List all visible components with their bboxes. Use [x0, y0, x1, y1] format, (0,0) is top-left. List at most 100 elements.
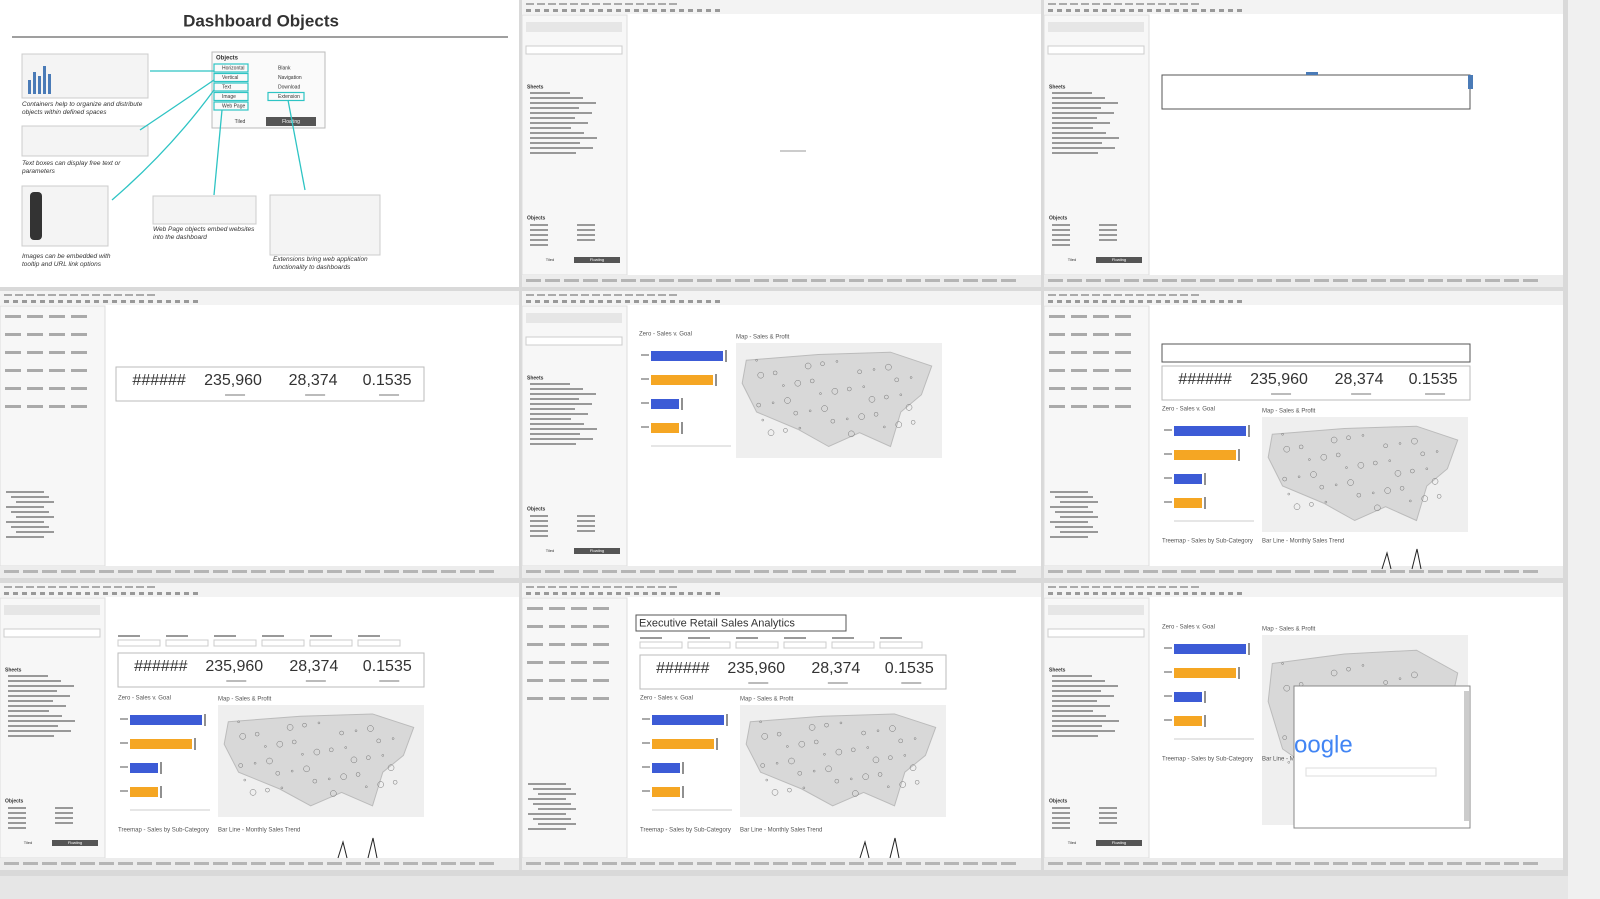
toolbar-icon [1129, 300, 1134, 303]
map-dot [804, 362, 812, 370]
map-dot [1309, 502, 1314, 507]
tree-item [1060, 531, 1098, 533]
object-item: Download [278, 84, 300, 90]
menu-item [614, 294, 622, 296]
object-item [1052, 812, 1070, 814]
sheet-tab [403, 570, 418, 573]
sheet-item [8, 705, 66, 707]
sheet-item [530, 388, 583, 390]
filter-label [358, 635, 380, 637]
map-dot [782, 384, 785, 387]
object-item [530, 244, 548, 246]
layout-field [71, 333, 87, 336]
map-dot [821, 405, 828, 412]
sheet-tab [251, 570, 266, 573]
sheet-tab [1314, 279, 1329, 282]
toolbar-icon [706, 300, 711, 303]
toolbar-icon [697, 300, 702, 303]
map-dot [825, 765, 832, 773]
map-dot [772, 370, 778, 376]
map-dot [1346, 666, 1351, 672]
thumb-bar [48, 74, 51, 94]
object-item: Navigation [278, 75, 302, 81]
map-dot [254, 731, 260, 737]
cat-label [641, 378, 649, 380]
bar [1174, 450, 1236, 460]
sheet-tab [1485, 570, 1500, 573]
map-dot [756, 402, 761, 408]
tab-floating [52, 840, 98, 846]
map-dot [1398, 442, 1402, 445]
toolbar-icon [22, 592, 27, 595]
sheet-tab [849, 862, 864, 865]
map-dot [286, 724, 294, 731]
sheet-title: Treemap - Sales by Sub-Category [640, 828, 731, 834]
caption: Images can be embedded with tooltip and … [22, 253, 111, 269]
toolbar-icon [175, 592, 180, 595]
layout-field [527, 625, 543, 628]
thumbnail [269, 194, 381, 256]
kpi-caption [748, 682, 769, 684]
sheet-item [1052, 147, 1115, 149]
sheet-tab [1428, 570, 1443, 573]
map-dot [824, 722, 829, 728]
tab-label: Tiled [235, 119, 246, 125]
tab-floating [574, 548, 620, 554]
map-dot [851, 747, 856, 753]
sheet-title: Map - Sales & Profit [736, 335, 790, 341]
map-dot [771, 401, 775, 405]
kpi-container [117, 652, 425, 688]
size-box [525, 336, 623, 346]
menu-item [647, 294, 655, 296]
filter-label [262, 635, 284, 637]
map-dot [317, 721, 321, 725]
object-item [530, 239, 548, 241]
toolbar-icon [58, 592, 63, 595]
menu-item [614, 3, 622, 5]
layout-field [1049, 369, 1065, 372]
sheet-tab [830, 862, 845, 865]
menu-item [1070, 586, 1078, 588]
sheet-tab [925, 862, 940, 865]
toolbar-icon [130, 300, 135, 303]
layout-field [571, 697, 587, 700]
sheet-tab [1333, 279, 1348, 282]
map-dot [387, 764, 395, 771]
map-dot [1293, 503, 1301, 510]
sheet-title: Bar Line - Monthly Sales Trend [1262, 539, 1344, 545]
thumbnail [21, 125, 149, 157]
layout-field [549, 697, 565, 700]
sheet-tab [365, 862, 380, 865]
tree-item [1055, 511, 1093, 513]
sheet-tab [1143, 570, 1158, 573]
sheet-tab [1086, 570, 1101, 573]
kpi-value: ###### [1178, 371, 1231, 388]
map-dot [895, 421, 902, 428]
sheet-tab [1447, 862, 1462, 865]
bar [130, 763, 158, 773]
layout-field [571, 625, 587, 628]
map-dot [786, 745, 789, 748]
map-dot [1383, 443, 1388, 448]
sheet-tab [697, 570, 712, 573]
map-dot [759, 720, 762, 724]
object-item [1052, 807, 1070, 809]
map-dot [1409, 499, 1412, 503]
toolbar-icon [607, 592, 612, 595]
toolbar-icon [1057, 300, 1062, 303]
toolbar-icon [1228, 300, 1233, 303]
sheets-heading: Sheets [1049, 667, 1066, 673]
object-highlight [213, 101, 249, 111]
map-dot [243, 778, 247, 782]
toolbar-icon [4, 592, 9, 595]
toolbar-icon [112, 300, 117, 303]
sheet-tab [1447, 570, 1462, 573]
map-dot [1383, 680, 1388, 685]
layout-field [1071, 315, 1087, 318]
sheet-tab [1333, 862, 1348, 865]
menu-item [1191, 586, 1199, 588]
map-dot [808, 409, 812, 413]
sheet-tab [1428, 279, 1443, 282]
tableau-window: Executive Retail Sales Analytics ###### 23… [521, 583, 1041, 870]
layout-field [71, 351, 87, 354]
